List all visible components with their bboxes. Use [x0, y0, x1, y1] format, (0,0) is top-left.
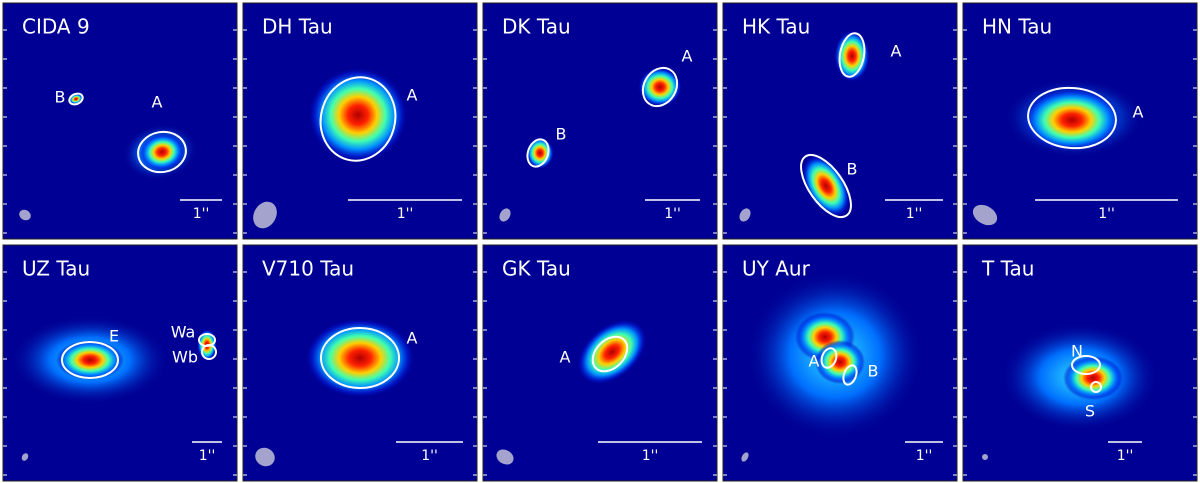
scale-label: 1''	[199, 448, 216, 464]
scale-label: 1''	[1098, 206, 1115, 222]
panel: HK Tau A B 1''	[722, 2, 958, 240]
scale-label: 1''	[421, 448, 438, 464]
panel: HN Tau A 1''	[962, 2, 1198, 240]
component-label: B	[847, 160, 858, 179]
contour	[201, 344, 217, 360]
scale-label: 1''	[906, 206, 923, 222]
contour	[319, 76, 397, 162]
contour	[842, 364, 858, 386]
contour	[526, 138, 550, 168]
emission	[140, 133, 184, 171]
component-label: A	[682, 47, 693, 66]
component-label: Wb	[172, 348, 198, 367]
panel-title: HK Tau	[742, 15, 810, 39]
component-label: A	[407, 86, 418, 105]
emission	[1063, 356, 1123, 400]
beam	[21, 453, 29, 461]
panel: T Tau N S 1''	[962, 244, 1198, 482]
contour	[820, 347, 838, 369]
emission	[638, 67, 682, 107]
panel-title: DK Tau	[502, 15, 571, 39]
panel-title: HN Tau	[982, 15, 1052, 39]
emission	[305, 318, 415, 398]
scale-label: 1''	[1117, 448, 1134, 464]
emission	[308, 67, 408, 163]
component-label: N	[1071, 342, 1083, 361]
beam	[499, 208, 511, 222]
beam	[255, 447, 275, 467]
contour	[641, 66, 679, 108]
emission	[56, 340, 124, 380]
component-label: E	[109, 327, 119, 346]
emission	[801, 154, 851, 218]
scale-label: 1''	[642, 448, 659, 464]
beam	[739, 208, 751, 222]
component-label: Wa	[171, 323, 196, 342]
contour	[838, 32, 866, 78]
beam	[972, 204, 998, 226]
component-label: A	[407, 329, 418, 348]
beam	[741, 452, 749, 462]
component-label: A	[152, 93, 163, 112]
panel: GK Tau A 1''	[482, 244, 718, 482]
contour	[591, 335, 629, 373]
component-label: B	[55, 88, 66, 107]
panel: DH Tau A 1''	[242, 2, 478, 240]
scale-label: 1''	[397, 206, 414, 222]
beam	[253, 201, 277, 229]
beam	[981, 454, 988, 460]
component-label: B	[868, 362, 879, 381]
contour	[68, 92, 84, 106]
scale-label: 1''	[916, 448, 933, 464]
panel-title: UZ Tau	[22, 257, 90, 281]
component-label: A	[809, 352, 820, 371]
contour	[800, 153, 852, 219]
component-label: A	[891, 42, 902, 61]
panel: UZ Tau E Wa Wb 1''	[2, 244, 238, 482]
panel-title: GK Tau	[502, 257, 571, 281]
emission	[1022, 88, 1122, 152]
component-label: S	[1085, 402, 1095, 421]
scale-label: 1''	[193, 206, 210, 222]
panel-title: T Tau	[981, 257, 1034, 281]
component-label: A	[1133, 103, 1144, 122]
contour	[1027, 86, 1117, 150]
panel-title: CIDA 9	[22, 15, 90, 39]
panel: UY Aur A B 1''	[722, 244, 958, 482]
beam	[496, 449, 514, 465]
panel-title: V710 Tau	[262, 257, 354, 281]
contour	[137, 130, 187, 174]
panel: CIDA 9 B A 1''	[2, 2, 238, 240]
panel: V710 Tau A 1''	[242, 244, 478, 482]
beam	[19, 209, 31, 221]
scale-label: 1''	[664, 206, 681, 222]
component-label: B	[556, 125, 567, 144]
contour	[1071, 355, 1101, 375]
panel: DK Tau A B 1''	[482, 2, 718, 240]
contour	[1090, 381, 1102, 393]
contour	[61, 341, 119, 379]
panel-title: DH Tau	[262, 15, 333, 39]
emission	[577, 319, 647, 385]
component-label: A	[560, 348, 571, 367]
panel-title: UY Aur	[742, 257, 811, 281]
contour	[320, 327, 400, 389]
emission	[815, 340, 865, 384]
